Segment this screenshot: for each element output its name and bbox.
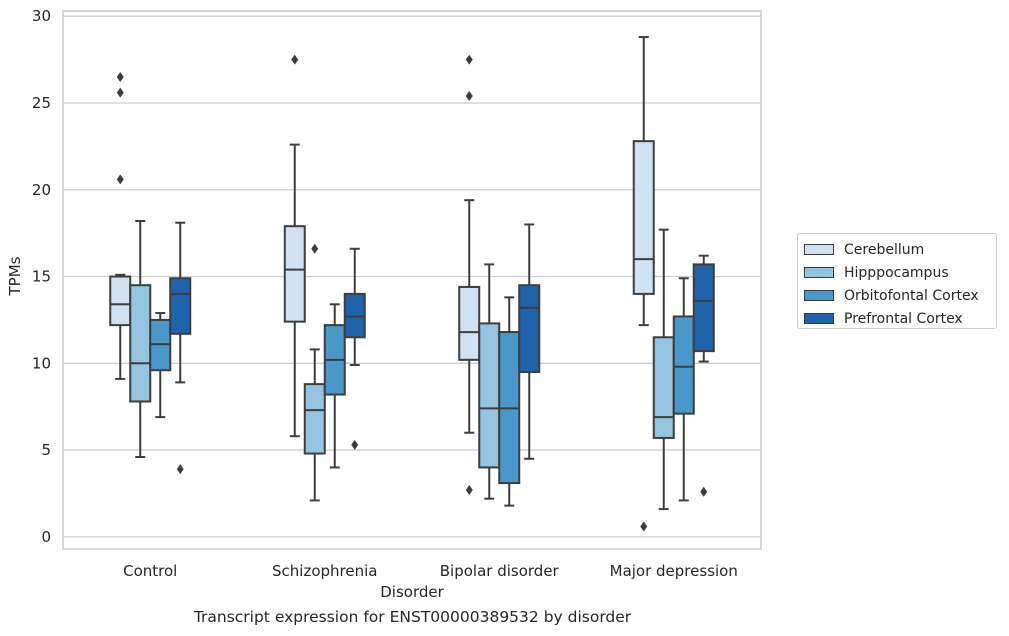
box-plot [323,303,346,469]
box-plot [518,223,541,460]
box [169,277,192,335]
outlier-point [176,464,184,475]
box-plot [458,54,481,495]
box-plot [303,243,326,502]
box-plot [283,54,306,438]
x-axis-label: Disorder [380,583,444,601]
box-plot [169,221,192,475]
box-plot [343,247,366,450]
box [632,140,655,295]
outlier-point [465,91,473,102]
outlier-point [116,87,124,98]
legend-item: Cerebellum [804,238,996,261]
outlier-point [465,484,473,495]
box [478,322,501,469]
legend-item: Hipppocampus [804,261,996,284]
box-plot [672,277,695,502]
legend-label: Cerebellum [844,241,925,258]
x-tick-label: Bipolar disorder [440,562,560,580]
axis-ticks: 0 5 10 15 20 25 30 Control Schizophrenia Bipolar … [32,7,738,580]
y-tick-label: 30 [32,7,51,25]
y-axis-label: TPMs [6,256,24,296]
box [303,383,326,455]
y-tick-label: 20 [32,181,51,199]
x-tick-label: Schizophrenia [272,562,377,580]
box-plot [478,263,501,500]
box [458,285,481,361]
legend-swatch [804,313,834,324]
outlier-point [116,71,124,82]
y-tick-label: 5 [41,441,51,459]
box [283,225,306,323]
box-plot [692,254,715,497]
box [129,284,152,403]
legend: Cerebellum Hipppocampus Orbitofontal Cor… [797,233,997,329]
outlier-point [291,54,299,65]
box-plot [129,219,152,459]
legend-swatch [804,267,834,278]
legend-item: Orbitofontal Cortex [804,284,996,307]
legend-swatch [804,290,834,301]
y-tick-label: 25 [32,94,51,112]
box [672,315,695,415]
box-plot [632,36,655,532]
chart-caption: Transcript expression for ENST0000038953… [193,608,632,626]
box [652,336,675,439]
legend-item: Prefrontal Cortex [804,307,996,330]
box [109,275,132,327]
y-tick-label: 15 [32,268,51,286]
box-plot [498,296,521,507]
x-tick-label: Control [123,562,177,580]
box [518,284,541,373]
y-tick-label: 0 [41,528,51,546]
outlier-point [640,521,648,532]
legend-label: Hipppocampus [844,264,949,281]
outlier-point [311,243,319,254]
plot-frame [62,10,762,550]
outlier-point [351,439,359,450]
x-tick-label: Major depression [610,562,738,580]
legend-swatch [804,244,834,255]
box [692,263,715,353]
legend-label: Prefrontal Cortex [844,310,963,327]
grid-lines [63,15,761,538]
box-plots [109,36,715,532]
y-tick-label: 10 [32,354,51,372]
outlier-point [116,174,124,185]
box-plot [652,228,675,511]
box-plot [149,311,172,419]
legend-label: Orbitofontal Cortex [844,287,979,304]
box-plot [109,71,132,380]
outlier-point [465,54,473,65]
outlier-point [700,486,708,497]
